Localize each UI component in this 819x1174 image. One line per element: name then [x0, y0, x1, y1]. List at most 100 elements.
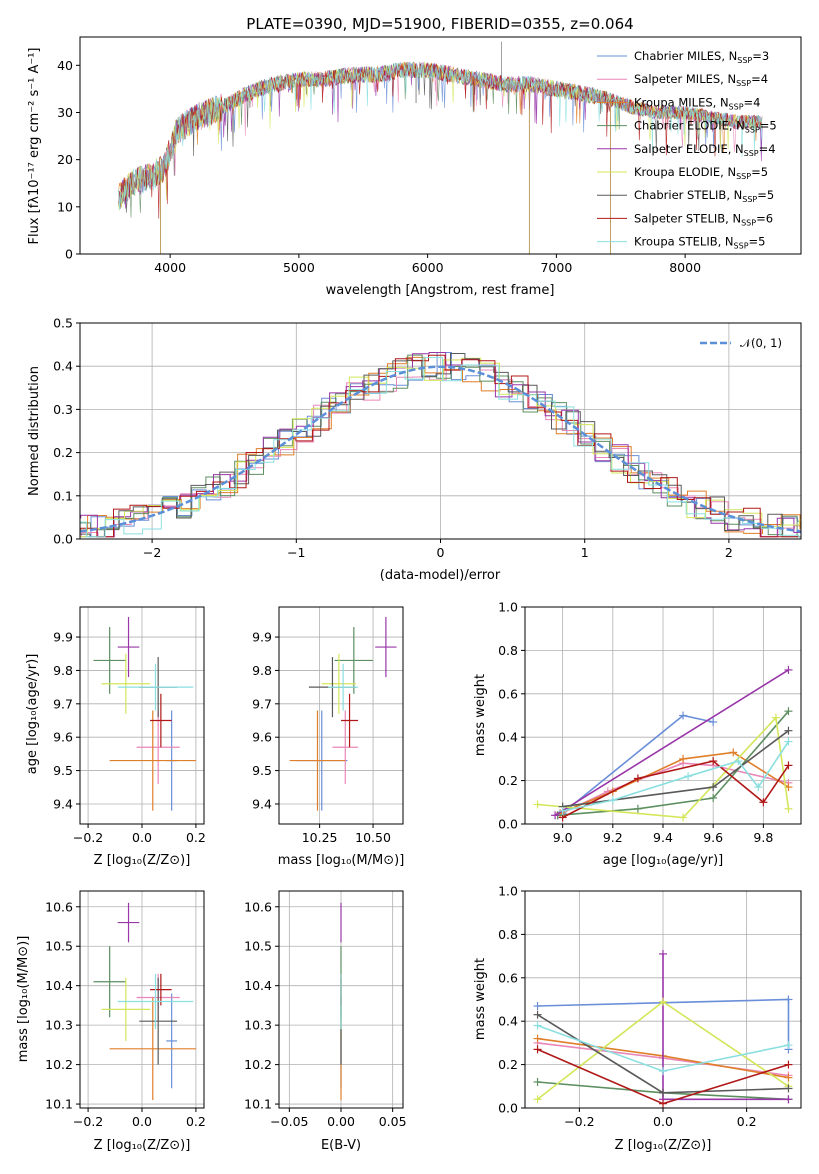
- normal-curve: [79, 365, 802, 533]
- weight-z-x-label: Z [log₁₀(Z/Z⊙)]: [615, 1138, 712, 1153]
- residuals-legend: 𝒩(0, 1): [700, 336, 782, 350]
- y-tick-label: 10.2: [45, 1057, 73, 1072]
- y-tick-label: 10.1: [244, 1097, 272, 1112]
- weight-line: [562, 741, 790, 812]
- legend-entry: Salpeter MILES, NSSP=4: [634, 72, 768, 88]
- residuals-y-ticks: 0.0 0.1 0.2 0.3 0.4 0.5: [53, 316, 80, 547]
- y-tick-label: 10.5: [45, 939, 73, 954]
- x-tick-label: 0.00: [327, 1114, 355, 1129]
- y-tick-label: 10.3: [45, 1018, 73, 1033]
- residual-histogram: [79, 357, 801, 538]
- weight-line: [554, 669, 789, 816]
- y-tick-label: 10.3: [244, 1018, 272, 1033]
- y-tick-label: 10.6: [244, 899, 272, 914]
- y-tick-label: 0.6: [498, 686, 518, 701]
- x-tick-label: 2: [725, 545, 733, 560]
- residual-histogram: [79, 353, 801, 538]
- spectrum-plot-area: [118, 41, 763, 254]
- y-tick-label: 0.1: [53, 488, 73, 503]
- mass-z-x-label: Z [log₁₀(Z/Z⊙)]: [94, 1138, 191, 1153]
- spectrum-line: [118, 61, 763, 210]
- y-tick-label: 20: [57, 152, 73, 167]
- x-tick-label: 9.2: [603, 830, 623, 845]
- y-tick-label: 10.2: [244, 1057, 272, 1072]
- y-tick-label: 9.8: [53, 663, 73, 678]
- y-tick-label: 0.2: [498, 773, 518, 788]
- weight-vs-z-panel: −0.2 0.0 0.2 0.0 0.2 0.4 0.6 0.8 1.0: [498, 884, 802, 1129]
- spectrum-panel: 4000 5000 6000 7000 8000 0 10 20 30 40 wavelengt…: [27, 36, 802, 298]
- x-tick-label: 0.0: [132, 1114, 152, 1129]
- y-tick-label: 9.4: [53, 796, 73, 811]
- age-z-x-label: Z [log₁₀(Z/Z⊙)]: [94, 853, 191, 868]
- y-tick-label: 9.7: [252, 696, 272, 711]
- y-tick-label: 10.4: [45, 978, 73, 993]
- y-tick-label: 10.1: [45, 1097, 73, 1112]
- y-tick-label: 10.4: [244, 978, 272, 993]
- legend-entry: Kroupa ELODIE, NSSP=5: [634, 165, 768, 181]
- y-tick-label: 0.2: [53, 445, 73, 460]
- legend-entry: Chabrier ELODIE, NSSP=5: [634, 119, 777, 135]
- y-tick-label: 1.0: [498, 884, 518, 899]
- x-tick-label: 0.2: [186, 830, 206, 845]
- x-tick-label: 9.0: [553, 830, 573, 845]
- x-tick-label: −0.2: [73, 830, 103, 845]
- y-tick-label: 0.8: [498, 927, 518, 942]
- y-tick-label: 40: [57, 58, 73, 73]
- y-tick-label: 9.8: [252, 663, 272, 678]
- y-tick-label: 0.4: [498, 1014, 518, 1029]
- x-tick-label: −0.05: [270, 1114, 308, 1129]
- x-tick-label: −0.2: [73, 1114, 103, 1129]
- residuals-legend-label: 𝒩(0, 1): [740, 336, 782, 350]
- x-tick-label: 0.0: [653, 1114, 673, 1129]
- mass-vs-ebv-panel: −0.05 0.00 0.05 10.1 10.2 10.3 10.4 10.5 10.6: [244, 890, 407, 1129]
- x-tick-label: 10.25: [302, 830, 338, 845]
- legend-entry: Salpeter STELIB, NSSP=6: [634, 211, 773, 227]
- y-tick-label: 9.5: [252, 763, 272, 778]
- residuals-plot-area: [79, 352, 802, 538]
- y-tick-label: 9.7: [53, 696, 73, 711]
- y-tick-label: 9.9: [252, 630, 272, 645]
- spectrum-title: PLATE=0390, MJD=51900, FIBERID=0355, z=0…: [246, 15, 633, 33]
- residuals-y-label: Normed distribution: [27, 366, 42, 496]
- axes-frame: [278, 890, 404, 1109]
- mass-vs-z-panel: −0.2 0.0 0.2 10.1 10.2 10.3 10.4 10.5 10.6: [45, 890, 206, 1129]
- age-vs-z-panel: −0.2 0.0 0.2 9.4 9.5 9.6 9.7 9.8 9.9: [53, 606, 206, 845]
- spectrum-y-label: Flux [fλ10⁻¹⁷ erg cm⁻² s⁻¹ A⁻¹]: [27, 48, 42, 245]
- y-tick-label: 1.0: [498, 600, 518, 615]
- y-tick-label: 10.6: [45, 899, 73, 914]
- legend-entry: Kroupa MILES, NSSP=4: [634, 95, 760, 111]
- weight-line: [537, 715, 790, 819]
- y-tick-label: 0.3: [53, 402, 73, 417]
- mass-z-y-label: mass [log₁₀(M/M⊙)]: [16, 936, 31, 1063]
- axes-frame: [524, 890, 802, 1109]
- x-tick-label: 9.4: [653, 830, 673, 845]
- y-tick-label: 0.8: [498, 643, 518, 658]
- y-tick-label: 0.6: [498, 970, 518, 985]
- residuals-panel: −2 −1 0 1 2 0.0 0.1 0.2 0.3 0.4 0.5 (data-model)/…: [27, 316, 802, 583]
- legend-entry: Kroupa STELIB, NSSP=5: [634, 235, 765, 251]
- legend-entry: Chabrier MILES, NSSP=3: [634, 49, 769, 65]
- axes-frame: [79, 890, 205, 1109]
- y-tick-label: 30: [57, 105, 73, 120]
- y-tick-label: 0.0: [498, 817, 518, 832]
- x-tick-label: 0.2: [186, 1114, 206, 1129]
- legend-entry: Chabrier STELIB, NSSP=5: [634, 188, 774, 204]
- y-tick-label: 0: [65, 247, 73, 262]
- age-vs-mass-panel: 10.25 10.50 9.4 9.5 9.6 9.7 9.8 9.9: [252, 606, 404, 845]
- x-tick-label: 0: [437, 545, 445, 560]
- weight-age-y-label: mass weight: [473, 674, 488, 756]
- spectrum-line: [118, 61, 763, 211]
- x-tick-label: 4000: [154, 260, 186, 275]
- x-tick-label: −1: [287, 545, 305, 560]
- y-tick-label: 0.2: [498, 1057, 518, 1072]
- y-tick-label: 9.5: [53, 763, 73, 778]
- weight-age-x-label: age [log₁₀(age/yr)]: [603, 853, 724, 868]
- y-tick-label: 0.0: [53, 532, 73, 547]
- spectrum-legend: Chabrier MILES, NSSP=3 Salpeter MILES, NS…: [597, 49, 777, 251]
- y-tick-label: 10: [57, 199, 73, 214]
- age-z-y-label: age [log₁₀(age/yr)]: [25, 654, 40, 775]
- x-tick-label: 0.0: [132, 830, 152, 845]
- residual-histogram: [79, 356, 801, 534]
- y-tick-label: 0.4: [53, 359, 73, 374]
- y-tick-label: 0.0: [498, 1101, 518, 1116]
